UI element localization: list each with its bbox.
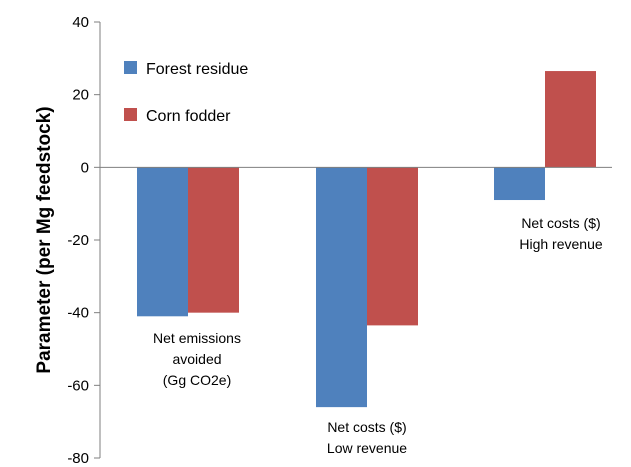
legend-label: Forest residue (146, 61, 248, 78)
y-tick-label: -40 (67, 305, 89, 322)
legend-swatch (124, 108, 137, 121)
bar-corn-fodder-1 (188, 167, 239, 313)
bar-forest-residue-3 (494, 167, 545, 201)
bar-forest-residue-1 (137, 167, 188, 317)
y-tick-label: 40 (72, 14, 89, 31)
legend-swatch (124, 61, 137, 74)
annotation-line: avoided (172, 351, 221, 367)
legend-label: Corn fodder (146, 108, 231, 125)
bar-corn-fodder-3 (545, 71, 596, 168)
y-axis-label: Parameter (per Mg feedstock) (34, 106, 55, 373)
annotation-line: Net costs ($) (521, 215, 600, 231)
annotation: Net costs ($) Low revenue (327, 419, 407, 456)
y-tick-label: -60 (67, 377, 89, 394)
bars (137, 71, 596, 408)
legend: Forest residue Corn fodder (124, 61, 248, 125)
annotation: Net costs ($) High revenue (519, 215, 602, 252)
y-tick-label: 0 (81, 159, 89, 176)
annotation-line: High revenue (519, 236, 602, 252)
annotation-line: Low revenue (327, 440, 407, 456)
bar-forest-residue-2 (316, 167, 367, 408)
annotation-line: Net emissions (153, 330, 241, 346)
annotation-line: (Gg CO2e) (163, 372, 231, 388)
annotations: Net emissions avoided (Gg CO2e) Net costs (… (153, 215, 603, 456)
y-tick-label: -20 (67, 232, 89, 249)
y-tick-label: 20 (72, 87, 89, 104)
y-tick-label: -80 (67, 450, 89, 467)
bar-corn-fodder-2 (367, 167, 418, 326)
annotation: Net emissions avoided (Gg CO2e) (153, 330, 241, 388)
annotation-line: Net costs ($) (327, 419, 406, 435)
y-tick-labels: 40 20 0 -20 -40 -60 -80 (67, 14, 100, 467)
